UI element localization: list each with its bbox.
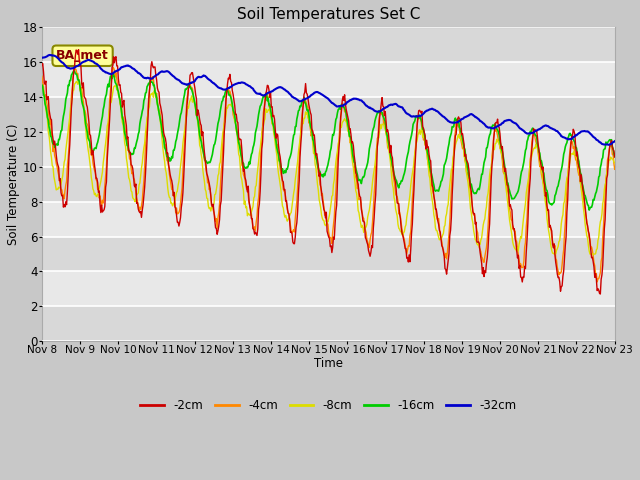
Title: Soil Temperatures Set C: Soil Temperatures Set C <box>237 7 420 22</box>
Bar <box>42 167 614 202</box>
Legend: -2cm, -4cm, -8cm, -16cm, -32cm: -2cm, -4cm, -8cm, -16cm, -32cm <box>136 394 521 417</box>
Bar <box>42 306 614 341</box>
Text: BA_met: BA_met <box>56 49 109 62</box>
X-axis label: Time: Time <box>314 357 343 370</box>
Bar <box>42 97 614 132</box>
Bar <box>42 202 614 237</box>
Bar <box>42 62 614 97</box>
Bar <box>42 272 614 306</box>
Bar <box>42 27 614 62</box>
Bar <box>42 237 614 272</box>
Bar <box>42 0 614 27</box>
Y-axis label: Soil Temperature (C): Soil Temperature (C) <box>7 123 20 245</box>
Bar <box>42 132 614 167</box>
